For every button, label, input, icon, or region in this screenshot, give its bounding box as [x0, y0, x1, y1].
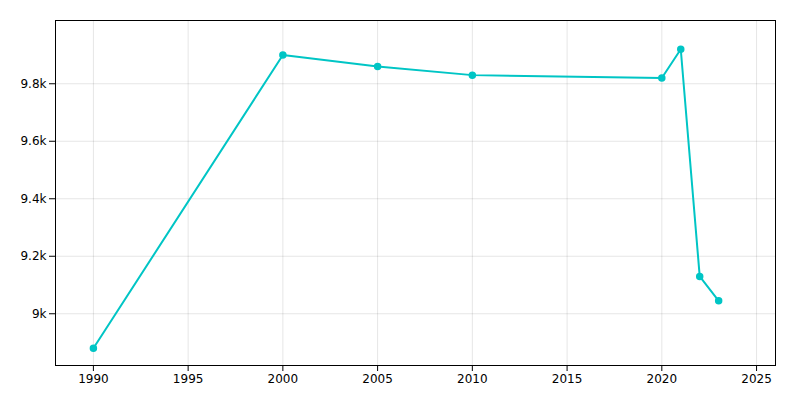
svg-text:2025: 2025	[741, 372, 772, 386]
svg-text:2010: 2010	[457, 372, 488, 386]
svg-text:9.4k: 9.4k	[20, 192, 46, 206]
svg-text:2020: 2020	[647, 372, 678, 386]
svg-text:9.2k: 9.2k	[20, 249, 46, 263]
svg-text:2000: 2000	[268, 372, 299, 386]
svg-text:2015: 2015	[552, 372, 583, 386]
svg-text:9k: 9k	[32, 307, 47, 321]
svg-text:2005: 2005	[362, 372, 393, 386]
svg-text:1995: 1995	[173, 372, 204, 386]
svg-text:9.6k: 9.6k	[20, 134, 46, 148]
svg-text:1990: 1990	[78, 372, 109, 386]
svg-text:9.8k: 9.8k	[20, 77, 46, 91]
